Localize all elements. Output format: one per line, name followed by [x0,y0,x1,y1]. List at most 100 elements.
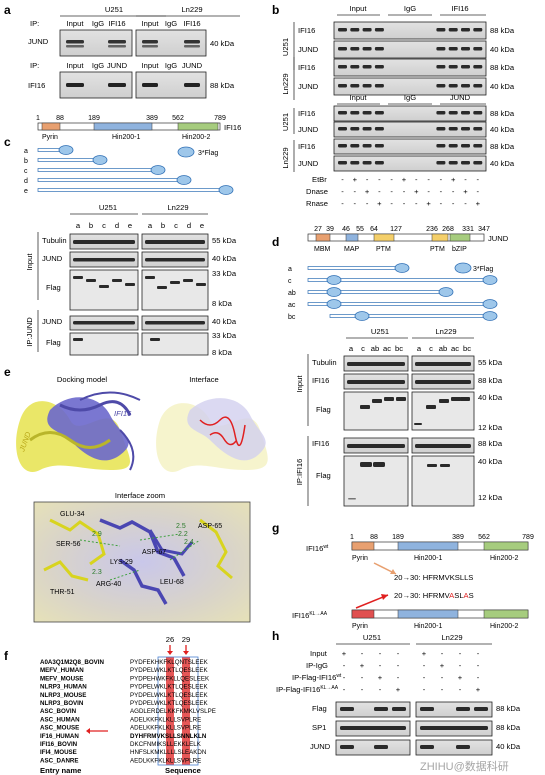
entry-name: MEFV_HUMAN [40,667,84,674]
band [338,47,347,51]
ip-sign: - [477,649,480,658]
panel-label-a: a [4,3,11,17]
treatment-sign: - [341,199,344,208]
svg-text:Flag: Flag [46,283,61,292]
ip-sign: - [441,685,444,694]
lane-labels-a2: Input IgG JUND Input IgG JUND [67,61,203,70]
band [448,127,458,131]
band [448,161,458,165]
hin200-2-domain [177,122,219,131]
band [461,111,470,115]
entry-name: ASC_BOVIN [40,708,77,715]
svg-text:40 kDa: 40 kDa [496,742,521,751]
domain-position-labels: 1 88 189 389 562 789 [36,115,226,122]
svg-text:562: 562 [172,115,184,122]
band [436,84,446,88]
flag-label: 3*Flag [473,266,493,273]
blot-labels-h: Flag SP1 JUND [310,704,331,751]
svg-text:55: 55 [356,226,364,233]
header-ifi16: IFI16 [451,4,468,13]
lane-label: c [429,344,433,353]
svg-text:46: 46 [342,226,350,233]
svg-text:2.4: 2.4 [184,539,194,546]
flag-tag [92,155,108,165]
interface-zoom-title: Interface zoom [115,491,165,500]
band [461,47,470,51]
svg-text:Input: Input [67,19,85,28]
treatment-sign: - [415,199,418,208]
treatment-sign: + [365,187,370,196]
lane-label: bc [395,344,403,353]
band [448,111,458,115]
svg-text:40 kDa: 40 kDa [212,317,237,326]
svg-text:IP-Flag-IFI16KL→AA: IP-Flag-IFI16KL→AA [276,685,339,694]
lane-labels-a1: Input IgG IFI16 Input IgG IFI16 [67,19,201,28]
svg-text:8 kDa: 8 kDa [212,299,233,308]
band [374,111,384,115]
cell-label-u251: U251 [363,633,381,642]
lane-labels: a ab bc cd de e [76,221,204,230]
blot-label-ifi16: IFI16 [28,81,45,90]
svg-text:88 kDa: 88 kDa [478,376,503,385]
sequence-row: ADELKKFKLKLLSVPLRE [130,725,201,732]
svg-text:1: 1 [350,534,354,541]
svg-text:189: 189 [392,534,404,541]
svg-text:IgG: IgG [165,61,177,70]
wt-sequence: 20→30: HFRMVKSLLS [394,573,473,582]
position-marker: 26 [166,635,174,644]
band [448,65,458,69]
construct-label: bc [288,314,296,321]
ip-sign: - [397,649,400,658]
band [374,144,384,148]
svg-text:389: 389 [146,115,158,122]
lane-label: c [174,221,178,230]
bands [338,28,483,88]
ip-sign: - [343,661,346,670]
svg-text:2.2: 2.2 [178,531,188,538]
flag-tag [482,275,498,285]
svg-text:JUND: JUND [298,125,319,134]
band [473,111,483,115]
svg-text:IFI16: IFI16 [298,26,315,35]
panel-e: e Docking model Interface IFI16 JUND Int… [4,365,268,623]
flag-tag [354,311,370,321]
svg-text:PTM: PTM [376,246,391,253]
cell-label-u251: U251 [105,5,123,14]
panel-a: a U251 Ln229 IP: Input IgG IFI16 Input I… [4,3,240,99]
blot-labels-d: Tubulin IFI16 Flag IFI16 Flag [312,358,337,480]
svg-text:12 kDa: 12 kDa [478,423,503,432]
svg-text:JUND: JUND [42,317,63,326]
lane-label: b [161,221,165,230]
lane-label: ab [371,344,379,353]
header-igg: IgG [404,4,416,13]
blot-rows-b-top: IFI16 88 kDa JUND 40 kDa IFI16 88 kDa JU… [298,21,515,96]
ip-sign: - [459,661,462,670]
svg-text:GLU-34: GLU-34 [60,511,85,518]
band [338,28,347,32]
svg-text:IFI16: IFI16 [298,142,315,151]
flag-tag [150,165,166,175]
kda-labels-d: 55 kDa 88 kDa 40 kDa 12 kDa 88 kDa 40 kD… [478,358,503,502]
interface-title: Interface [189,375,219,384]
header-jund: JUND [450,93,471,102]
svg-text:Hin200-2: Hin200-2 [490,623,519,630]
domain-labels: Pyrin Hin200-1 Hin200-2 [352,623,519,630]
svg-text:Flag: Flag [316,405,331,414]
svg-text:268: 268 [442,226,454,233]
ip-sign: - [423,685,426,694]
band [350,47,360,51]
bands [347,362,471,500]
treatment-sign: - [403,199,406,208]
cell-label-ln229: Ln229 [281,73,290,94]
sequence-row: PYDPELWKLKTLQESLEEK [130,667,208,674]
band [350,65,360,69]
alignment-rows: A0A3Q1M2Q8_BOVIN PYDFEKHKFKLQNTSLEEK MEFV_… [40,659,216,764]
kda-labels-c: 55 kDa 40 kDa 33 kDa 8 kDa 40 kDa 33 kDa… [212,236,237,357]
svg-text:PTM: PTM [430,246,445,253]
svg-text:88 kDa: 88 kDa [478,439,503,448]
svg-text:JUND: JUND [310,742,331,751]
svg-text:33 kDa: 33 kDa [212,331,237,340]
band [362,65,372,69]
panel-b: b Input IgG IFI16 U251 Ln229 IFI16 88 kD… [272,3,515,208]
